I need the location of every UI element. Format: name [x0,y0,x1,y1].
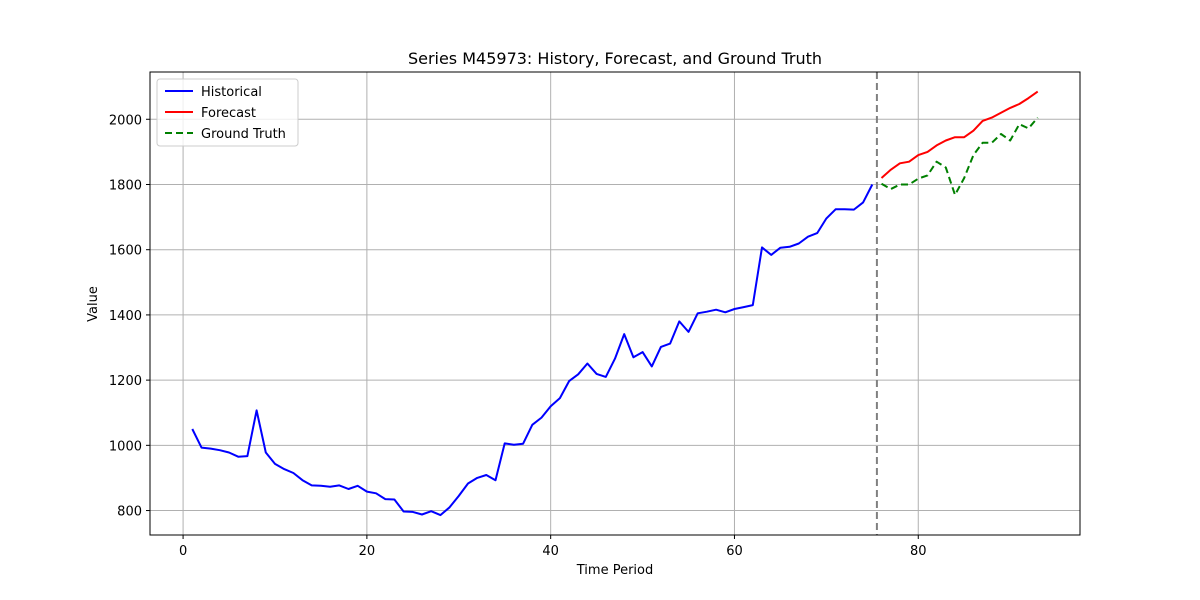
x-axis-label: Time Period [576,563,653,578]
y-tick-label: 1600 [109,244,142,259]
chart-title: Series M45973: History, Forecast, and Gr… [408,49,822,68]
x-tick-label: 0 [179,544,187,559]
y-axis-label: Value [86,286,101,322]
legend-label: Forecast [201,106,256,121]
legend-label: Ground Truth [201,127,286,142]
plot-frame [149,71,1081,536]
y-tick-label: 800 [117,505,142,520]
series-line-historical [191,184,874,517]
x-tick-label: 40 [542,544,559,559]
x-tick-label: 20 [359,544,376,559]
legend-entries: Historical Forecast Ground Truth [165,85,286,142]
y-tick-label: 1000 [109,439,142,454]
legend-label: Historical [201,85,262,100]
series-layer [191,72,1039,535]
legend-box [156,78,299,147]
x-tick-label: 80 [910,544,927,559]
tick-layer: 0 20 40 60 80 800 1000 1200 1400 1600 1800 2000 [109,113,927,559]
y-tick-label: 1200 [109,374,142,389]
y-tick-label: 1800 [109,178,142,193]
axes-layer [149,71,1081,536]
series-line-ground-truth [881,116,1039,196]
grid-layer [150,72,1080,535]
y-tick-label: 1400 [109,309,142,324]
y-tick-label: 2000 [109,113,142,128]
legend: Historical Forecast Ground Truth [156,78,299,147]
x-tick-label: 60 [726,544,743,559]
series-line-forecast [880,90,1039,179]
